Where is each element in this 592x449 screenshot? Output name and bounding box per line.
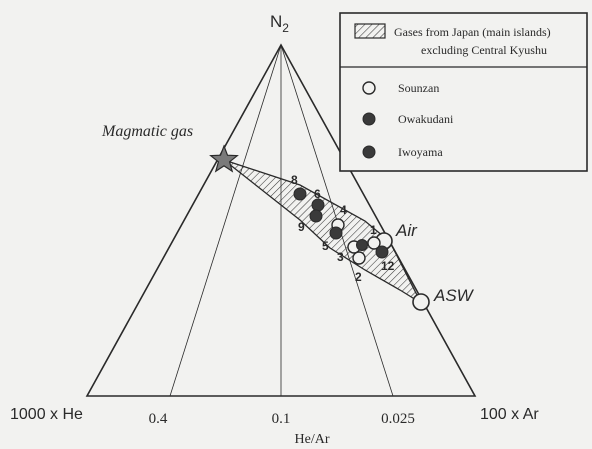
sample-number-6: 6	[314, 187, 321, 201]
magmatic-gas-star-marker	[209, 144, 239, 173]
sample-point-12	[375, 245, 389, 259]
sample-point-5	[329, 226, 343, 240]
sample-number-2: 2	[355, 270, 362, 284]
legend-sounzan-marker	[362, 81, 376, 95]
bottom-axis-label: He/Ar	[295, 432, 330, 447]
legend-hatch-label-line1: Gases from Japan (main islands)	[394, 25, 551, 39]
legend-hatch-label-line2: excluding Central Kyushu	[421, 43, 547, 57]
asw-label: ASW	[433, 286, 475, 305]
sample-point-1	[367, 236, 381, 250]
sample-number-4: 4	[340, 203, 347, 217]
asw-marker	[412, 293, 430, 311]
sample-point-8	[293, 187, 307, 201]
sample-number-3: 3	[337, 250, 344, 264]
legend-hatch-swatch	[354, 23, 386, 39]
legend-box	[339, 12, 588, 172]
japan-gases-field	[223, 159, 423, 305]
apex-label-ar: 100 x Ar	[480, 406, 539, 423]
sample-number-12: 12	[381, 259, 395, 273]
sample-point-3b	[356, 239, 368, 251]
legend-owakudani-marker	[362, 112, 376, 126]
he-ar-tick-0.025: 0.025	[381, 411, 415, 427]
apex-label-n2: N2	[270, 12, 289, 35]
legend: Gases from Japan (main islands) excludin…	[339, 12, 588, 172]
ratio-line-0.4	[169, 44, 282, 397]
legend-owakudani-label: Owakudani	[398, 112, 454, 126]
sample-number-9: 9	[298, 220, 305, 234]
air-label: Air	[395, 221, 418, 240]
legend-iwoyama-label: Iwoyama	[398, 145, 443, 159]
magmatic-gas-label: Magmatic gas	[101, 123, 193, 140]
legend-sounzan-label: Sounzan	[398, 81, 439, 95]
sample-number-5: 5	[322, 239, 329, 253]
sample-number-1: 1	[370, 223, 377, 237]
apex-label-he: 1000 x He	[10, 406, 83, 423]
sample-point-9	[309, 209, 323, 223]
he-ar-tick-0.4: 0.4	[149, 411, 168, 427]
he-ar-tick-0.1: 0.1	[272, 411, 291, 427]
sample-number-8: 8	[291, 173, 298, 187]
sample-point-2	[352, 251, 366, 265]
legend-iwoyama-marker	[362, 145, 376, 159]
